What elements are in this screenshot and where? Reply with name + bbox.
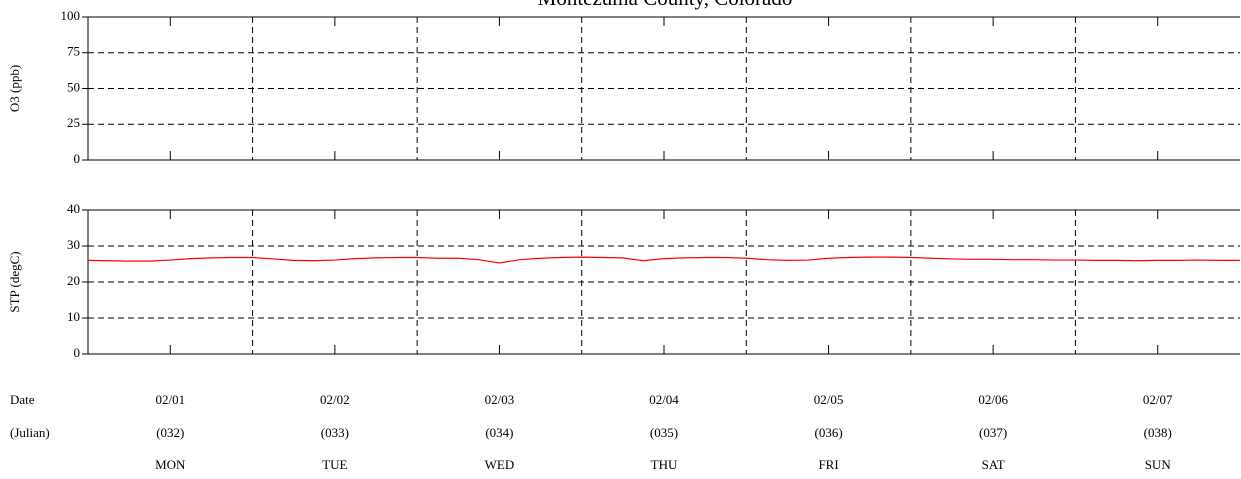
y-tick-label: 50 [67, 79, 80, 94]
julian-label: (037) [979, 425, 1007, 440]
x-tick-label: 02/04 [649, 392, 679, 407]
x-tick-label: 02/01 [155, 392, 185, 407]
julian-label: (036) [814, 425, 842, 440]
chart-title: Montezuma County, Colorado [538, 0, 793, 10]
y-tick-label: 75 [67, 44, 80, 59]
weekday-label: SAT [982, 457, 1005, 472]
y-tick-label: 100 [61, 8, 81, 23]
y-tick-label: 30 [67, 237, 80, 252]
y-tick-label: 25 [67, 115, 80, 130]
y-tick-label: 20 [67, 273, 80, 288]
y-tick-label: 10 [67, 309, 80, 324]
weekday-label: WED [485, 457, 515, 472]
row-label: Date [10, 392, 35, 407]
x-tick-label: 02/05 [814, 392, 844, 407]
y-tick-label: 0 [74, 151, 81, 166]
weekday-label: MON [155, 457, 186, 472]
weekday-label: THU [651, 457, 678, 472]
weekday-label: FRI [818, 457, 838, 472]
x-tick-label: 02/02 [320, 392, 350, 407]
julian-label: (035) [650, 425, 678, 440]
y-tick-label: 0 [74, 345, 81, 360]
weekday-label: SUN [1145, 457, 1172, 472]
julian-label: (034) [485, 425, 513, 440]
julian-label: (032) [156, 425, 184, 440]
y-tick-label: 40 [67, 201, 80, 216]
row-label: (Julian) [10, 425, 50, 440]
weekday-label: TUE [322, 457, 347, 472]
data-line [87, 256, 1240, 264]
x-tick-label: 02/06 [978, 392, 1008, 407]
julian-label: (033) [321, 425, 349, 440]
y-axis-label: O3 (ppb) [7, 65, 22, 112]
y-axis-label: STP (degC) [7, 251, 22, 312]
x-tick-label: 02/03 [485, 392, 515, 407]
x-tick-label: 02/07 [1143, 392, 1173, 407]
julian-label: (038) [1144, 425, 1172, 440]
